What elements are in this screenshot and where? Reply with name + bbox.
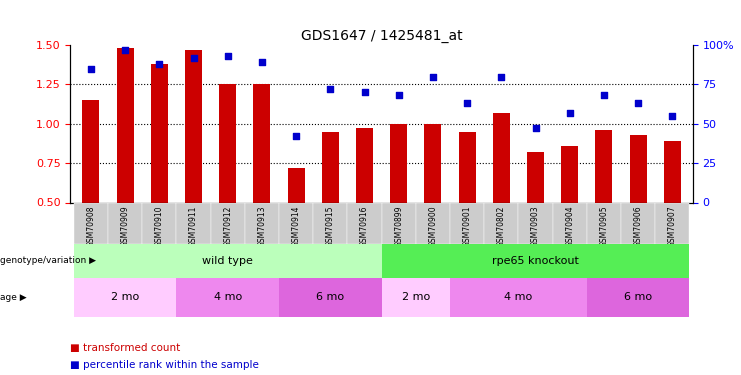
Bar: [553, 202, 587, 244]
Bar: [459, 132, 476, 203]
Bar: [493, 113, 510, 202]
Text: wild type: wild type: [202, 256, 253, 266]
Point: [153, 61, 165, 67]
Text: GSM70910: GSM70910: [155, 206, 164, 247]
Text: rpe65 knockout: rpe65 knockout: [492, 256, 579, 266]
Text: 6 mo: 6 mo: [316, 292, 345, 302]
Text: GSM70906: GSM70906: [634, 206, 642, 248]
Bar: [279, 278, 382, 317]
Bar: [74, 202, 108, 244]
Text: GSM70914: GSM70914: [292, 206, 301, 247]
Bar: [621, 202, 655, 244]
Bar: [382, 202, 416, 244]
Text: 6 mo: 6 mo: [624, 292, 652, 302]
Title: GDS1647 / 1425481_at: GDS1647 / 1425481_at: [301, 28, 462, 43]
Bar: [253, 84, 270, 203]
Text: 2 mo: 2 mo: [111, 292, 139, 302]
Bar: [313, 202, 348, 244]
Text: genotype/variation ▶: genotype/variation ▶: [0, 256, 96, 265]
Point: [119, 47, 131, 53]
Point: [666, 113, 678, 119]
Text: GSM70901: GSM70901: [462, 206, 471, 247]
Point: [256, 59, 268, 65]
Text: 2 mo: 2 mo: [402, 292, 430, 302]
Bar: [655, 202, 689, 244]
Point: [290, 134, 302, 140]
Bar: [185, 50, 202, 202]
Bar: [416, 202, 450, 244]
Bar: [219, 84, 236, 203]
Point: [564, 110, 576, 116]
Point: [496, 74, 508, 80]
Bar: [484, 202, 519, 244]
Point: [598, 92, 610, 98]
Bar: [450, 278, 587, 317]
Text: GSM70903: GSM70903: [531, 206, 540, 248]
Bar: [561, 146, 578, 202]
Point: [187, 55, 199, 61]
Point: [85, 66, 97, 72]
Text: GSM70911: GSM70911: [189, 206, 198, 247]
Text: GSM70908: GSM70908: [87, 206, 96, 247]
Bar: [356, 129, 373, 202]
Bar: [116, 48, 133, 202]
Bar: [245, 202, 279, 244]
Text: GSM70900: GSM70900: [428, 206, 437, 248]
Point: [427, 74, 439, 80]
Bar: [348, 202, 382, 244]
Text: 4 mo: 4 mo: [505, 292, 533, 302]
Bar: [82, 100, 99, 202]
Point: [393, 92, 405, 98]
Text: GSM70905: GSM70905: [599, 206, 608, 248]
Bar: [279, 202, 313, 244]
Text: GSM70912: GSM70912: [223, 206, 232, 247]
Bar: [150, 64, 168, 202]
Bar: [288, 168, 305, 202]
Bar: [176, 202, 210, 244]
Text: ■ transformed count: ■ transformed count: [70, 343, 181, 353]
Text: GSM70915: GSM70915: [326, 206, 335, 247]
Point: [530, 126, 542, 132]
Bar: [664, 141, 681, 202]
Bar: [425, 124, 442, 202]
Bar: [382, 278, 450, 317]
Bar: [587, 278, 689, 317]
Text: GSM70916: GSM70916: [360, 206, 369, 247]
Text: ■ percentile rank within the sample: ■ percentile rank within the sample: [70, 360, 259, 369]
Point: [325, 86, 336, 92]
Bar: [74, 278, 176, 317]
Bar: [391, 124, 408, 202]
Bar: [450, 202, 484, 244]
Bar: [176, 278, 279, 317]
Text: age ▶: age ▶: [0, 292, 27, 302]
Text: GSM70899: GSM70899: [394, 206, 403, 247]
Text: GSM70907: GSM70907: [668, 206, 677, 248]
Bar: [595, 130, 613, 203]
Point: [632, 100, 644, 106]
Bar: [382, 244, 689, 278]
Bar: [519, 202, 553, 244]
Text: GSM70909: GSM70909: [121, 206, 130, 248]
Bar: [142, 202, 176, 244]
Point: [222, 53, 233, 59]
Text: GSM70913: GSM70913: [257, 206, 267, 247]
Bar: [630, 135, 647, 202]
Text: GSM70802: GSM70802: [496, 206, 506, 247]
Point: [461, 100, 473, 106]
Bar: [108, 202, 142, 244]
Bar: [210, 202, 245, 244]
Bar: [527, 152, 544, 202]
Bar: [74, 244, 382, 278]
Bar: [587, 202, 621, 244]
Point: [359, 89, 370, 95]
Text: GSM70904: GSM70904: [565, 206, 574, 248]
Text: 4 mo: 4 mo: [213, 292, 242, 302]
Bar: [322, 132, 339, 203]
